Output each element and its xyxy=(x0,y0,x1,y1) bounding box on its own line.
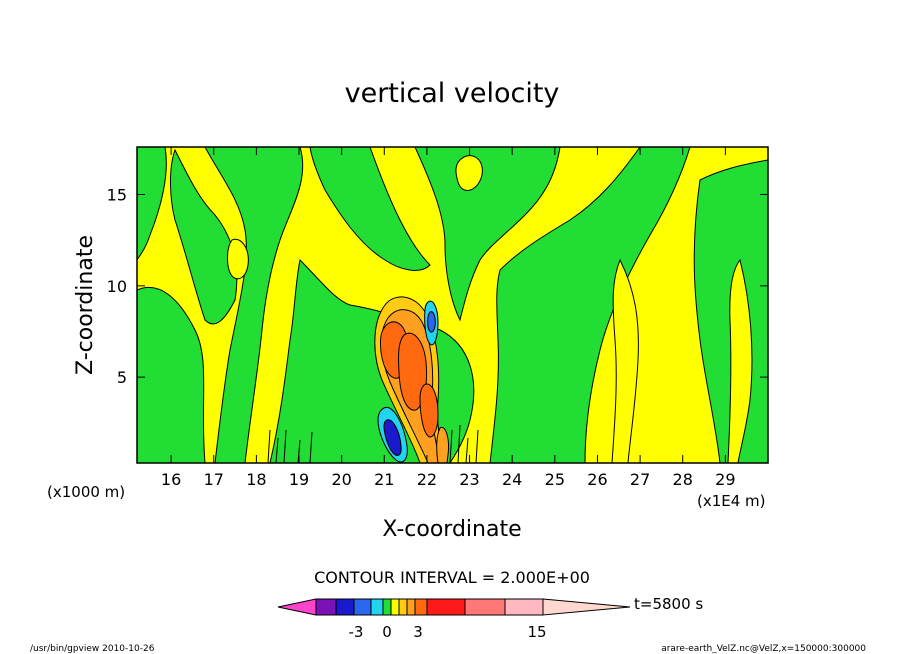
colorbar-segment xyxy=(504,598,544,616)
updraft-lower-streak xyxy=(436,426,449,463)
time-label: t=5800 s xyxy=(634,595,703,613)
contour-fills xyxy=(137,147,768,463)
y-axis-label: Z-coordinate xyxy=(73,235,98,375)
colorbar-label: 0 xyxy=(382,623,392,641)
contour-interval-label: CONTOUR INTERVAL = 2.000E+00 xyxy=(314,568,590,587)
x-tick-label: 25 xyxy=(545,470,565,489)
colorbar-max-arrow xyxy=(542,598,631,616)
colorbar-segment xyxy=(464,598,506,616)
x-tick-label: 24 xyxy=(502,470,522,489)
footer-right: arare-earth_VelZ.nc@VelZ,x=150000:300000 xyxy=(661,644,866,654)
colorbar-label: -3 xyxy=(349,623,364,641)
x-axis-label: X-coordinate xyxy=(382,517,521,542)
y-tick-label: 5 xyxy=(117,368,127,387)
x-tick-label: 28 xyxy=(673,470,693,489)
updraft-core-main xyxy=(398,332,427,411)
green-region-left-lower xyxy=(137,286,206,463)
colorbar-segment xyxy=(414,598,428,616)
x-unit-note: (x1E4 m) xyxy=(697,492,766,510)
yellow-island-top xyxy=(455,155,483,191)
colorbar-segment xyxy=(315,598,337,616)
colorbar-label: 3 xyxy=(413,623,423,641)
x-tick-label: 20 xyxy=(331,470,351,489)
updraft-core-lower xyxy=(419,383,439,438)
x-tick-label: 27 xyxy=(630,470,650,489)
x-tick-label: 22 xyxy=(417,470,437,489)
y-tick-label: 10 xyxy=(107,277,127,296)
chart-title: vertical velocity xyxy=(345,78,560,109)
plot-frame xyxy=(136,146,769,464)
green-region-upper-mid xyxy=(309,147,431,271)
ground-streaks xyxy=(267,424,479,463)
colorbar-segment xyxy=(382,598,392,616)
footer-left: /usr/bin/gpview 2010-10-26 xyxy=(30,644,155,654)
y-axis-ticks: 5 10 15 xyxy=(107,185,768,387)
colorbar-segment xyxy=(370,598,384,616)
x-tick-label: 26 xyxy=(587,470,607,489)
colorbar-segment xyxy=(398,598,408,616)
x-axis-ticks: 16 17 18 19 20 21 22 23 24 25 26 27 28 29 xyxy=(161,147,736,489)
colorbar: -3 0 3 15 xyxy=(277,598,631,641)
colorbar-segment xyxy=(390,598,400,616)
colorbar-segment xyxy=(335,598,355,616)
downdraft-upper-inner xyxy=(427,311,436,333)
colorbar-segment xyxy=(406,598,416,616)
plot-area xyxy=(136,146,769,464)
green-region-center-left xyxy=(204,147,304,463)
green-region-left-mid xyxy=(169,148,238,325)
green-region-left-upper xyxy=(137,147,167,261)
colorbar-segment xyxy=(426,598,466,616)
x-tick-label: 17 xyxy=(204,470,224,489)
yellow-streak-right xyxy=(727,258,753,463)
y-unit-note: (x1000 m) xyxy=(47,483,125,501)
x-tick-label: 16 xyxy=(161,470,181,489)
x-tick-label: 21 xyxy=(374,470,394,489)
x-tick-label: 19 xyxy=(289,470,309,489)
y-tick-label: 15 xyxy=(107,185,127,204)
yellow-island-left xyxy=(227,238,249,280)
yellow-streak-center-right xyxy=(611,258,639,463)
colorbar-min-arrow xyxy=(277,598,317,616)
x-tick-label: 29 xyxy=(715,470,735,489)
colorbar-segment xyxy=(353,598,372,616)
x-tick-label: 23 xyxy=(459,470,479,489)
downdraft-lower-inner xyxy=(383,419,402,456)
x-tick-label: 18 xyxy=(246,470,266,489)
colorbar-label: 15 xyxy=(527,623,546,641)
green-region-right-top xyxy=(414,147,561,322)
